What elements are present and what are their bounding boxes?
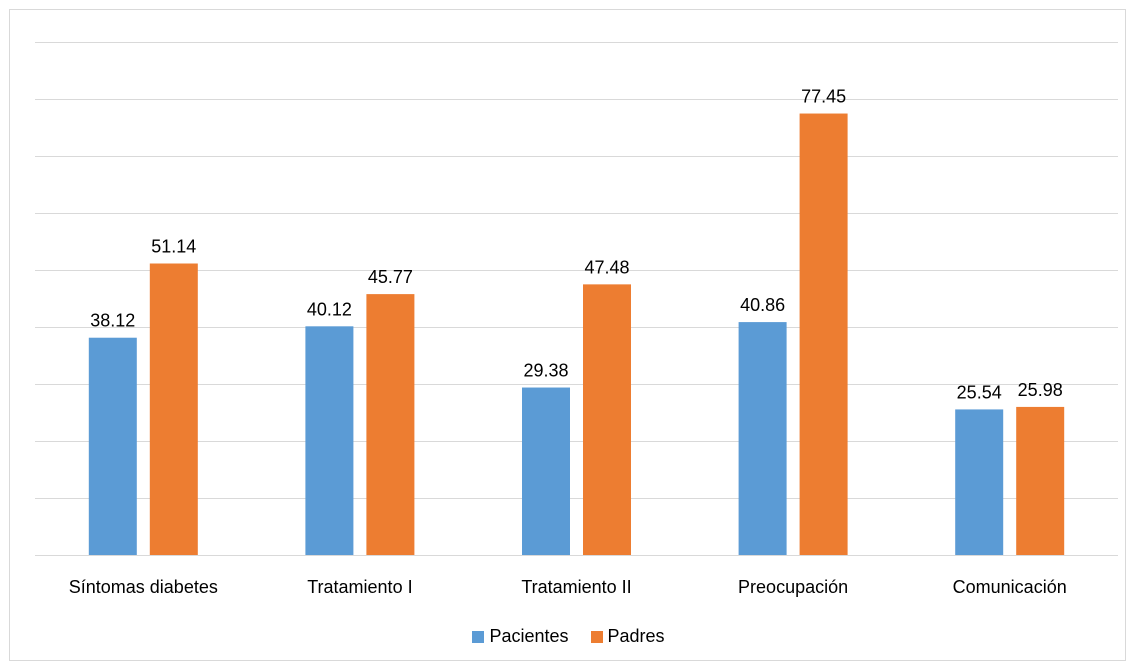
data-label-padres: 47.48 [584,257,629,277]
bar-padres [366,294,415,555]
legend-swatch-padres [590,630,603,643]
x-tick-label: Preocupación [738,577,848,597]
legend-label-pacientes: Pacientes [489,626,569,646]
x-tick-label: Tratamiento II [521,577,631,597]
x-tick-label: Tratamiento I [307,577,412,597]
bar-pacientes [955,409,1004,555]
legend-swatch-pacientes [472,630,485,643]
data-label-pacientes: 25.54 [957,382,1002,402]
data-label-pacientes: 40.86 [740,295,785,315]
data-label-padres: 51.14 [151,237,196,257]
legend-item-padres: Padres [590,626,665,647]
data-label-pacientes: 40.12 [307,299,352,319]
data-label-padres: 77.45 [801,87,846,107]
data-label-pacientes: 38.12 [90,311,135,331]
legend-label-padres: Padres [607,626,665,646]
bar-pacientes [738,322,787,555]
legend: Pacientes Padres [0,626,1137,647]
bar-pacientes [305,326,354,555]
x-tick-label: Síntomas diabetes [69,577,218,597]
bar-padres [1016,406,1065,555]
bar-padres [799,113,848,555]
x-tick-label: Comunicación [953,577,1067,597]
data-label-padres: 45.77 [368,267,413,287]
bar-padres [583,284,631,555]
bar-pacientes [88,337,137,555]
data-label-pacientes: 29.38 [523,361,568,381]
bar-padres [149,263,198,555]
bar-pacientes [522,387,570,555]
data-label-padres: 25.98 [1018,380,1063,400]
legend-item-pacientes: Pacientes [472,626,569,647]
